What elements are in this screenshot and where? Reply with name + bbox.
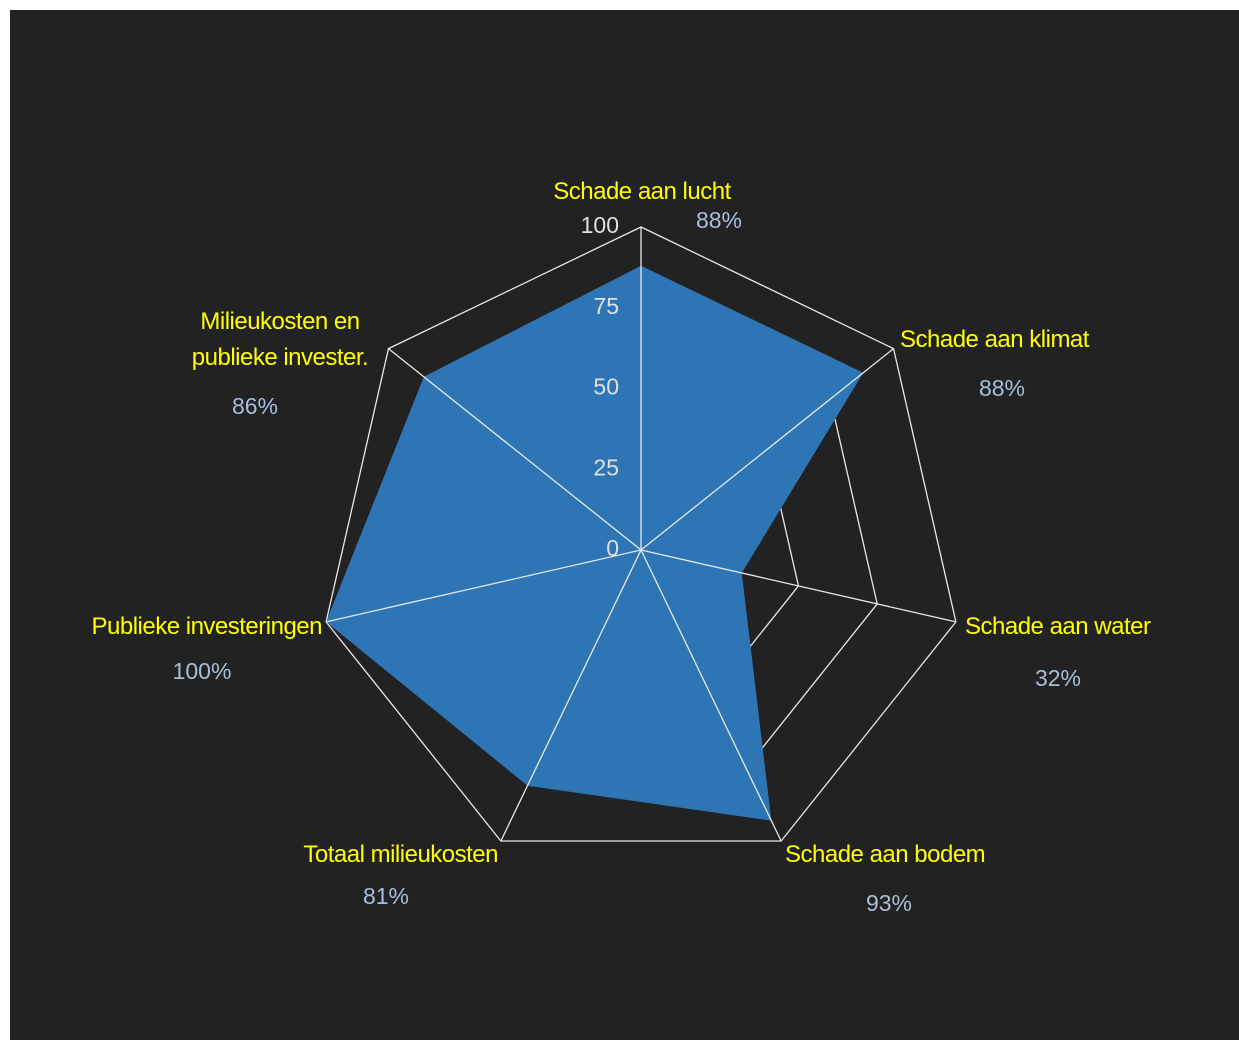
r-tick-label: 75 bbox=[593, 293, 619, 319]
spoke bbox=[640, 549, 782, 842]
category-label: Schade aan bodem bbox=[785, 841, 986, 868]
category-label: Totaal milieukosten bbox=[303, 841, 498, 868]
grid-ring bbox=[325, 226, 957, 842]
r-tick-label: 100 bbox=[581, 212, 619, 238]
spoke bbox=[640, 549, 957, 623]
spoke bbox=[388, 348, 642, 551]
value-label: 88% bbox=[979, 375, 1025, 401]
r-tick-label: 25 bbox=[593, 454, 619, 480]
spoke bbox=[640, 348, 894, 551]
value-label: 32% bbox=[1035, 665, 1081, 691]
value-label: 93% bbox=[866, 890, 912, 916]
value-label: 86% bbox=[232, 393, 278, 419]
value-label: 88% bbox=[696, 207, 742, 233]
category-label: Milieukosten en publieke invester. bbox=[191, 308, 369, 371]
value-label: 81% bbox=[363, 883, 409, 909]
r-tick-label: 50 bbox=[593, 374, 619, 400]
value-label: 100% bbox=[173, 658, 232, 684]
spoke bbox=[500, 549, 642, 842]
category-label: Schade aan lucht bbox=[553, 178, 731, 205]
data-area bbox=[326, 265, 864, 821]
category-label: Publieke investeringen bbox=[91, 613, 323, 640]
category-label: Schade aan water bbox=[965, 613, 1151, 640]
spoke bbox=[325, 549, 642, 623]
r-tick-label: 0 bbox=[606, 535, 619, 561]
category-label: Schade aan klimat bbox=[900, 326, 1089, 353]
